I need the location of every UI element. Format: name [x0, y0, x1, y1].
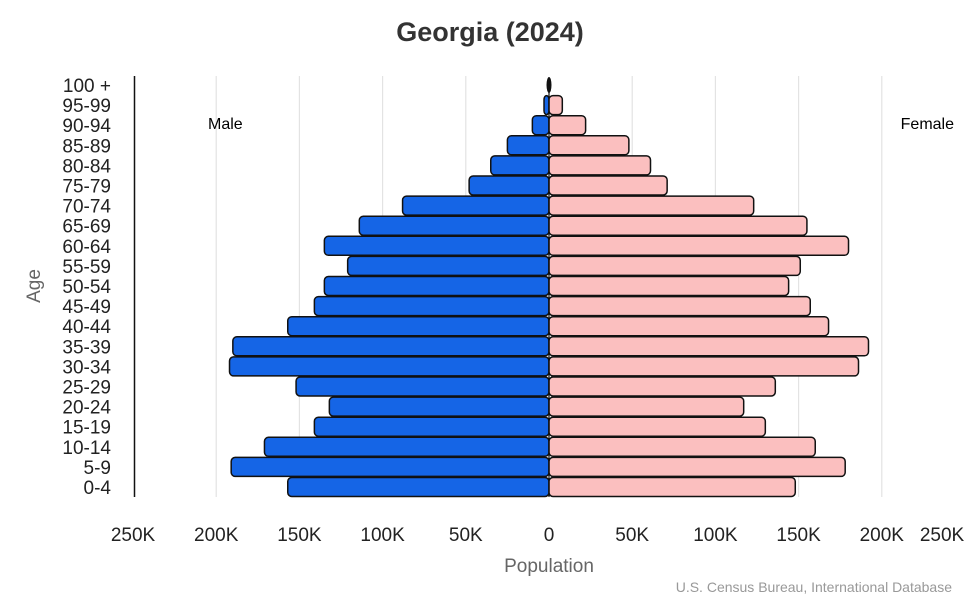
- chart-title: Georgia (2024): [396, 17, 584, 47]
- bar-male-45-49: [313, 295, 550, 317]
- bar-male-70-74: [401, 195, 550, 216]
- bar-female-40-44: [548, 315, 830, 337]
- y-tick-label: 5-9: [84, 458, 111, 479]
- bar-female-50-54: [548, 275, 790, 297]
- y-tick-label: 75-79: [62, 177, 111, 198]
- bar-female-70-74: [548, 195, 755, 216]
- source-caption: U.S. Census Bureau, International Databa…: [676, 579, 952, 595]
- x-tick-label: 150K: [776, 525, 821, 546]
- bar-female-15-19: [548, 416, 767, 437]
- bar-male-50-54: [323, 275, 550, 297]
- y-tick-label: 95-99: [62, 96, 111, 117]
- y-tick-label: 35-39: [62, 337, 111, 358]
- x-tick-label: 50K: [449, 525, 483, 546]
- y-tick-label: 15-19: [62, 418, 111, 439]
- y-tick-label: 65-69: [62, 217, 111, 238]
- bar-female-65-69: [548, 215, 808, 236]
- y-tick-label: 45-49: [62, 297, 111, 318]
- bar-male-5-9: [230, 456, 550, 478]
- bar-female-35-39: [548, 336, 870, 357]
- bar-female-55-59: [548, 255, 802, 277]
- bar-male-75-79: [468, 175, 550, 196]
- bar-female-0-4: [548, 476, 797, 498]
- bar-male-80-84: [490, 155, 550, 176]
- bar-female-85-89: [548, 135, 630, 156]
- bar-male-10-14: [263, 436, 550, 458]
- bar-female-60-64: [548, 235, 850, 257]
- bar-male-25-29: [295, 376, 550, 397]
- legend-male-label: Male: [208, 116, 243, 133]
- y-tick-label: 25-29: [62, 378, 111, 399]
- bar-female-20-24: [548, 396, 745, 417]
- x-axis-title: Population: [504, 556, 594, 577]
- y-axis-title: Age: [24, 269, 45, 303]
- x-tick-label: 50K: [615, 525, 649, 546]
- bar-male-55-59: [346, 255, 550, 277]
- bar-female-45-49: [548, 295, 811, 317]
- bar-female-75-79: [548, 175, 668, 196]
- y-tick-label: 30-34: [62, 357, 111, 378]
- x-tick-label: 100K: [360, 525, 405, 546]
- bar-male-0-4: [287, 476, 550, 498]
- bar-male-40-44: [287, 315, 550, 337]
- y-tick-label: 40-44: [62, 317, 111, 338]
- y-tick-label: 100 +: [63, 76, 111, 97]
- y-tick-label: 60-64: [62, 237, 111, 258]
- bar-male-85-89: [506, 135, 550, 156]
- y-tick-label: 10-14: [62, 438, 111, 459]
- x-tick-label: 200K: [860, 525, 905, 546]
- bar-female-100plus: [549, 78, 551, 92]
- y-tick-label: 90-94: [62, 116, 111, 137]
- bar-female-80-84: [548, 155, 652, 176]
- bar-male-30-34: [228, 356, 550, 377]
- bar-male-15-19: [313, 416, 550, 437]
- y-tick-label: 50-54: [62, 277, 111, 298]
- bar-female-25-29: [548, 376, 777, 397]
- x-tick-label: 150K: [277, 525, 322, 546]
- x-tick-label: 250K: [111, 525, 156, 546]
- y-tick-label: 20-24: [62, 398, 111, 419]
- bar-female-90-94: [548, 114, 587, 136]
- bar-female-95-99: [548, 94, 564, 116]
- x-tick-label: 200K: [194, 525, 239, 546]
- x-tick-label: 250K: [920, 525, 965, 546]
- bar-male-20-24: [328, 396, 550, 417]
- bar-male-35-39: [232, 336, 550, 357]
- legend-female-label: Female: [901, 116, 954, 133]
- y-tick-label: 70-74: [62, 197, 111, 218]
- y-tick-label: 85-89: [62, 136, 111, 157]
- y-tick-label: 80-84: [62, 156, 111, 177]
- bar-male-60-64: [323, 235, 550, 257]
- bar-male-65-69: [358, 215, 550, 236]
- y-tick-label: 55-59: [62, 257, 111, 278]
- x-tick-label: 0: [544, 525, 555, 546]
- bar-female-10-14: [548, 436, 816, 458]
- x-tick-label: 100K: [693, 525, 738, 546]
- y-tick-label: 0-4: [84, 478, 112, 499]
- bar-female-30-34: [548, 356, 860, 377]
- bar-female-5-9: [548, 456, 846, 478]
- bar-male-90-94: [531, 114, 550, 136]
